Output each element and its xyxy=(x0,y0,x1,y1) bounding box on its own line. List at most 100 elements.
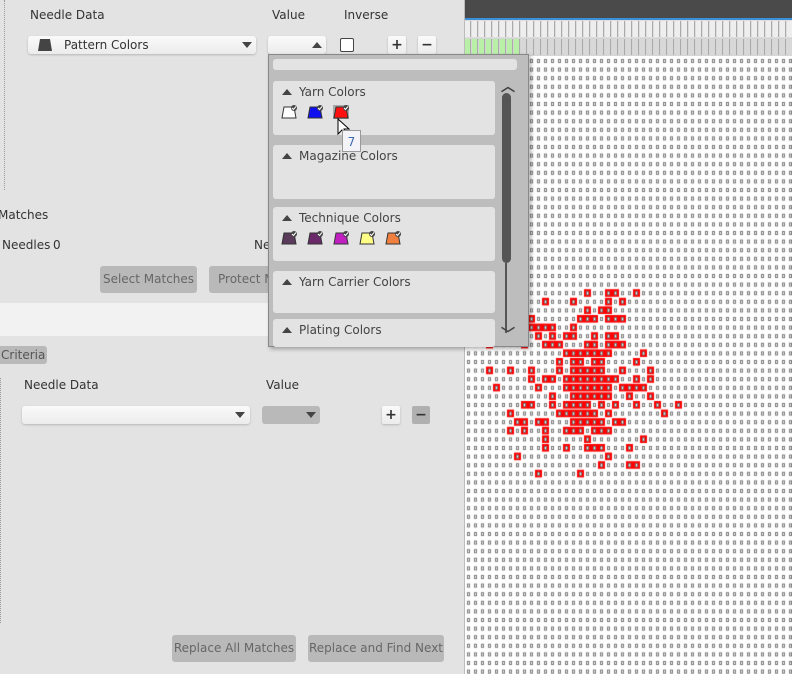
criteria-tab[interactable]: Criteria xyxy=(0,346,47,364)
ruler-cell xyxy=(766,39,772,55)
yarn-red-icon[interactable] xyxy=(333,105,349,119)
section-title: Magazine Colors xyxy=(299,149,398,163)
replace-needle-data-dropdown[interactable] xyxy=(22,406,250,424)
needle-data-dropdown[interactable]: Pattern Colors xyxy=(28,36,256,54)
ruler-cell xyxy=(521,21,527,37)
ruler-cell xyxy=(591,21,597,37)
remove-criteria-button[interactable]: − xyxy=(418,36,436,54)
ruler-cell xyxy=(598,39,604,55)
ruler-cell xyxy=(542,39,548,55)
ruler-cell xyxy=(619,39,625,55)
ruler-cell xyxy=(570,21,576,37)
ruler-cell xyxy=(787,21,792,37)
needles-count: 0 xyxy=(53,238,61,252)
chevron-down-icon xyxy=(242,42,252,48)
remove-replace-button[interactable]: − xyxy=(412,406,430,424)
technique-5-icon[interactable] xyxy=(385,231,401,245)
ruler-cell xyxy=(549,39,555,55)
yarn-blue-icon[interactable] xyxy=(307,105,323,119)
technique-2-icon[interactable] xyxy=(307,231,323,245)
replace-find-next-button[interactable]: Replace and Find Next xyxy=(308,635,444,662)
ruler-cell xyxy=(549,21,555,37)
ruler-cell xyxy=(486,21,492,37)
scroll-up-icon[interactable]: ︿ xyxy=(501,79,515,95)
color-section: Magazine Colors xyxy=(273,145,495,199)
ruler-cell xyxy=(668,21,674,37)
select-matches-button[interactable]: Select Matches xyxy=(100,266,197,293)
ruler-cell xyxy=(745,21,751,37)
color-picker-popup: Yarn Colors Magazine Colors Technique Colo… xyxy=(268,54,529,347)
ruler-cell xyxy=(535,21,541,37)
technique-4-icon[interactable] xyxy=(359,231,375,245)
collapse-icon[interactable] xyxy=(282,89,292,95)
replace-all-matches-button[interactable]: Replace All Matches xyxy=(172,635,296,662)
collapse-icon[interactable] xyxy=(282,279,292,285)
ruler-cell xyxy=(661,21,667,37)
ruler-cell xyxy=(661,39,667,55)
ruler-cell xyxy=(612,39,618,55)
ruler-cell xyxy=(570,39,576,55)
ruler-cell xyxy=(465,39,471,55)
ruler-cell xyxy=(577,21,583,37)
collapse-icon[interactable] xyxy=(282,153,292,159)
matches-title: Matches xyxy=(0,208,49,222)
pattern-header xyxy=(465,0,792,20)
value-label: Value xyxy=(266,378,299,392)
color-section: Yarn Colors xyxy=(273,81,495,135)
ruler-cell xyxy=(605,39,611,55)
ruler-cell xyxy=(598,21,604,37)
ruler-cell xyxy=(675,21,681,37)
ruler-cell xyxy=(493,21,499,37)
ruler-cell xyxy=(780,21,786,37)
ruler-cell xyxy=(626,21,632,37)
needles-label: Needles xyxy=(2,238,51,252)
ruler-cell xyxy=(682,21,688,37)
technique-3-icon[interactable] xyxy=(333,231,349,245)
collapse-icon[interactable] xyxy=(282,215,292,221)
ruler-cell xyxy=(500,21,506,37)
divider xyxy=(4,0,5,190)
needle-data-value: Pattern Colors xyxy=(64,38,149,52)
yarn-white-icon[interactable] xyxy=(281,105,297,119)
ruler-cell xyxy=(654,39,660,55)
scrollbar-thumb[interactable] xyxy=(502,93,511,263)
popup-scrollbar[interactable]: ︿ ﹀ xyxy=(499,79,515,343)
ruler-cell xyxy=(703,39,709,55)
color-section: Yarn Carrier Colors xyxy=(273,271,495,313)
ruler-cell xyxy=(612,21,618,37)
ruler-cell xyxy=(556,39,562,55)
add-criteria-button[interactable]: + xyxy=(388,36,406,54)
ruler-cell xyxy=(479,21,485,37)
ruler-cell xyxy=(507,39,513,55)
ruler-cell xyxy=(759,21,765,37)
ruler-cell xyxy=(556,21,562,37)
ruler-cell xyxy=(577,39,583,55)
ruler-cell xyxy=(500,39,506,55)
replace-value-dropdown[interactable] xyxy=(262,406,320,424)
technique-1-icon[interactable] xyxy=(281,231,297,245)
ruler-cell xyxy=(759,39,765,55)
ruler-cell xyxy=(563,39,569,55)
section-title: Yarn Colors xyxy=(299,85,366,99)
ruler-cell xyxy=(640,39,646,55)
ruler-cell xyxy=(584,39,590,55)
ruler-cell xyxy=(766,21,772,37)
selection-ruler[interactable] xyxy=(465,38,792,56)
inverse-checkbox[interactable] xyxy=(340,38,354,52)
ruler-cell xyxy=(731,39,737,55)
ruler-cell xyxy=(619,21,625,37)
scrollbar-track xyxy=(505,263,507,333)
chevron-down-icon xyxy=(235,412,245,418)
color-section: Plating Colors xyxy=(273,319,495,347)
tooltip: 7 xyxy=(342,130,361,152)
add-replace-button[interactable]: + xyxy=(382,406,400,424)
ruler-cell xyxy=(528,39,534,55)
color-section: Technique Colors xyxy=(273,207,495,261)
ruler-cell xyxy=(773,39,779,55)
scroll-down-icon[interactable]: ﹀ xyxy=(501,327,515,343)
ruler-cell xyxy=(479,39,485,55)
ruler-cell xyxy=(584,21,590,37)
value-dropdown[interactable] xyxy=(268,36,326,54)
ruler-cell xyxy=(731,21,737,37)
collapse-icon[interactable] xyxy=(282,327,292,333)
